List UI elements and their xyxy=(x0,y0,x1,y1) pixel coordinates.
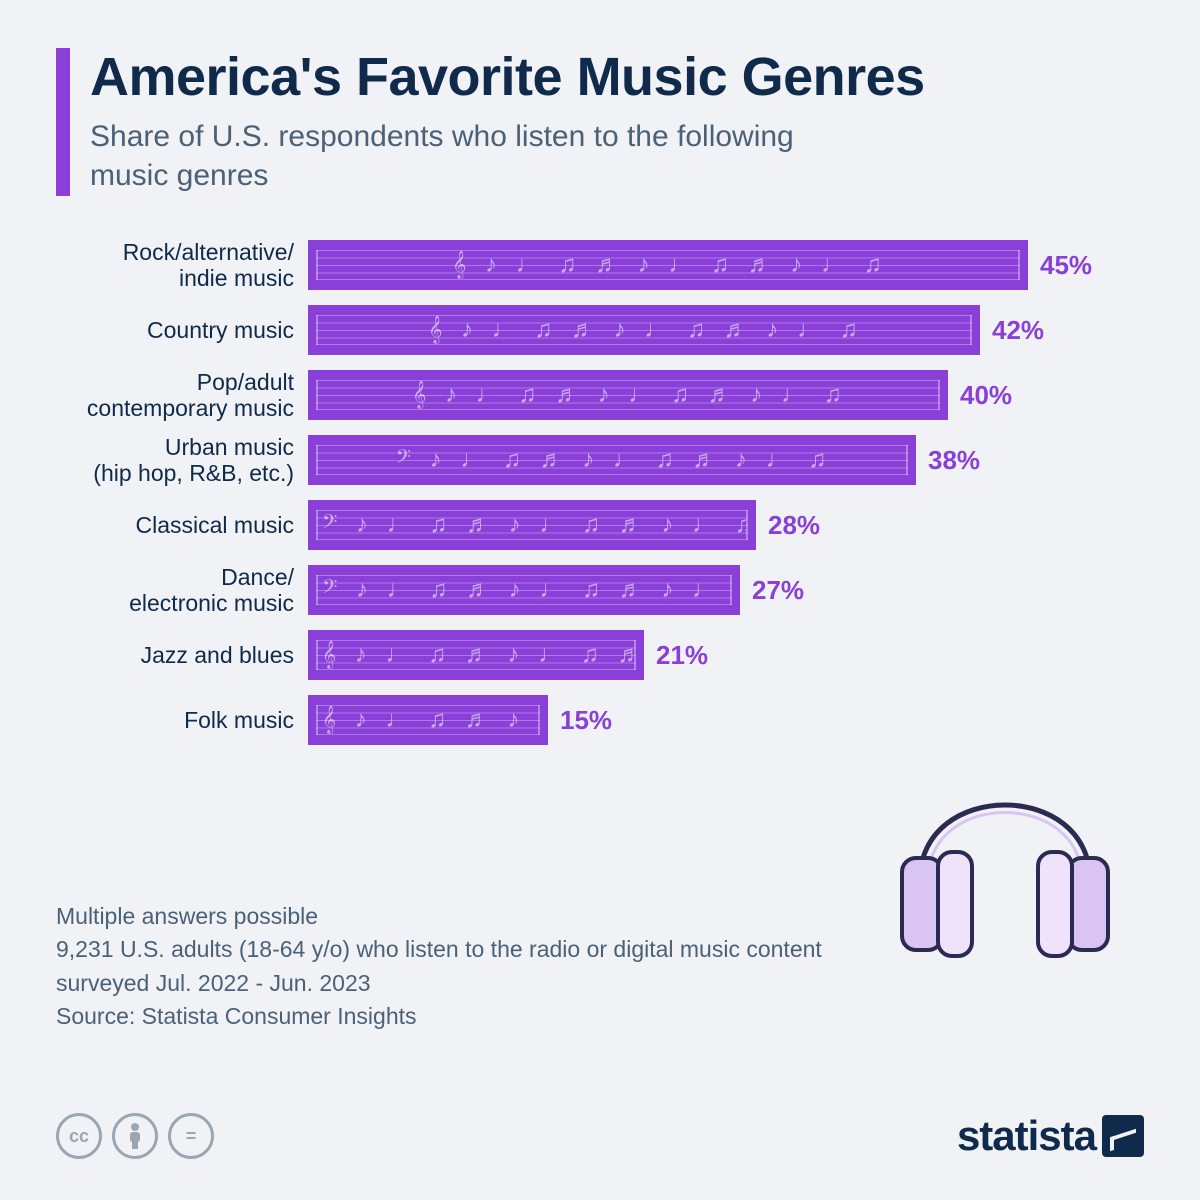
bar: 𝄢 ♪ ♩ ♫ ♬ ♪ ♩ ♫ ♬ ♪ ♩ ♫ xyxy=(308,500,756,550)
bar: 𝄢 ♪ ♩ ♫ ♬ ♪ ♩ ♫ ♬ ♪ ♩ ♫ xyxy=(308,435,916,485)
bar-value: 15% xyxy=(560,705,612,736)
chart-row: Classical music 𝄢 ♪ ♩ ♫ ♬ ♪ ♩ ♫ ♬ ♪ ♩ ♫ 28… xyxy=(64,498,1144,552)
chart-row: Rock/alternative/indie music 𝄞 ♪ ♩ ♫ ♬ ♪ … xyxy=(64,238,1144,292)
music-notes-icon: 𝄢 ♪ ♩ ♫ ♬ ♪ ♩ ♫ ♬ ♪ ♩ ♫ xyxy=(322,506,746,544)
bar: 𝄞 ♪ ♩ ♫ ♬ ♪ ♩ ♫ ♬ ♪ ♩ ♫ xyxy=(308,370,948,420)
bar: 𝄢 ♪ ♩ ♫ ♬ ♪ ♩ ♫ ♬ ♪ ♩ ♫ xyxy=(308,565,740,615)
bar-label: Urban music(hip hop, R&B, etc.) xyxy=(64,434,308,487)
bar-label: Classical music xyxy=(64,512,308,538)
bar-value: 42% xyxy=(992,315,1044,346)
chart-subtitle: Share of U.S. respondents who listen to … xyxy=(90,117,810,195)
chart-row: Jazz and blues 𝄞 ♪ ♩ ♫ ♬ ♪ ♩ ♫ ♬ ♪ ♩ ♫ 21% xyxy=(64,628,1144,682)
bar-label: Folk music xyxy=(64,707,308,733)
bar-label: Dance/electronic music xyxy=(64,564,308,617)
music-notes-icon: 𝄞 ♪ ♩ ♫ ♬ ♪ ♩ ♫ ♬ ♪ ♩ ♫ xyxy=(322,246,1018,284)
bar-value: 21% xyxy=(656,640,708,671)
brand-mark-icon xyxy=(1102,1115,1144,1157)
footer-notes: Multiple answers possible 9,231 U.S. adu… xyxy=(56,900,1144,1033)
bar-label: Pop/adultcontemporary music xyxy=(64,369,308,422)
nd-icon: = xyxy=(168,1113,214,1159)
bar-value: 45% xyxy=(1040,250,1092,281)
header: America's Favorite Music Genres Share of… xyxy=(56,48,1144,196)
chart-row: Pop/adultcontemporary music 𝄞 ♪ ♩ ♫ ♬ ♪ ♩… xyxy=(64,368,1144,422)
bottom-bar: cc = statista xyxy=(56,1112,1144,1160)
footer-line: Multiple answers possible xyxy=(56,900,1144,933)
bar-value: 38% xyxy=(928,445,980,476)
bar: 𝄞 ♪ ♩ ♫ ♬ ♪ ♩ ♫ ♬ ♪ ♩ ♫ xyxy=(308,305,980,355)
title-block: America's Favorite Music Genres Share of… xyxy=(90,48,1144,195)
bar-chart: Rock/alternative/indie music 𝄞 ♪ ♩ ♫ ♬ ♪ … xyxy=(64,238,1144,747)
bar-label: Country music xyxy=(64,317,308,343)
by-icon xyxy=(112,1113,158,1159)
cc-icon: cc xyxy=(56,1113,102,1159)
music-notes-icon: 𝄞 ♪ ♩ ♫ ♬ ♪ ♩ ♫ ♬ ♪ ♩ ♫ xyxy=(322,636,634,674)
music-notes-icon: 𝄞 ♪ ♩ ♫ ♬ ♪ ♩ ♫ ♬ ♪ ♩ ♫ xyxy=(322,701,538,739)
music-notes-icon: 𝄞 ♪ ♩ ♫ ♬ ♪ ♩ ♫ ♬ ♪ ♩ ♫ xyxy=(322,311,970,349)
bar: 𝄞 ♪ ♩ ♫ ♬ ♪ ♩ ♫ ♬ ♪ ♩ ♫ xyxy=(308,695,548,745)
bar: 𝄞 ♪ ♩ ♫ ♬ ♪ ♩ ♫ ♬ ♪ ♩ ♫ xyxy=(308,240,1028,290)
footer-line: 9,231 U.S. adults (18-64 y/o) who listen… xyxy=(56,933,1144,966)
chart-row: Country music 𝄞 ♪ ♩ ♫ ♬ ♪ ♩ ♫ ♬ ♪ ♩ ♫ 42% xyxy=(64,303,1144,357)
bar-value: 27% xyxy=(752,575,804,606)
bar-value: 28% xyxy=(768,510,820,541)
footer-line: surveyed Jul. 2022 - Jun. 2023 xyxy=(56,967,1144,1000)
bar-label: Rock/alternative/indie music xyxy=(64,239,308,292)
bar: 𝄞 ♪ ♩ ♫ ♬ ♪ ♩ ♫ ♬ ♪ ♩ ♫ xyxy=(308,630,644,680)
infographic-card: America's Favorite Music Genres Share of… xyxy=(0,0,1200,1200)
statista-logo: statista xyxy=(957,1112,1144,1160)
brand-text: statista xyxy=(957,1112,1096,1160)
chart-row: Dance/electronic music 𝄢 ♪ ♩ ♫ ♬ ♪ ♩ ♫ ♬ … xyxy=(64,563,1144,617)
chart-title: America's Favorite Music Genres xyxy=(90,48,1144,107)
music-notes-icon: 𝄢 ♪ ♩ ♫ ♬ ♪ ♩ ♫ ♬ ♪ ♩ ♫ xyxy=(322,571,730,609)
bar-label: Jazz and blues xyxy=(64,642,308,668)
accent-bar xyxy=(56,48,70,196)
bar-value: 40% xyxy=(960,380,1012,411)
music-notes-icon: 𝄢 ♪ ♩ ♫ ♬ ♪ ♩ ♫ ♬ ♪ ♩ ♫ xyxy=(322,441,906,479)
music-notes-icon: 𝄞 ♪ ♩ ♫ ♬ ♪ ♩ ♫ ♬ ♪ ♩ ♫ xyxy=(322,376,938,414)
license-icons: cc = xyxy=(56,1113,214,1159)
footer-line: Source: Statista Consumer Insights xyxy=(56,1000,1144,1033)
chart-row: Urban music(hip hop, R&B, etc.) 𝄢 ♪ ♩ ♫ ♬… xyxy=(64,433,1144,487)
